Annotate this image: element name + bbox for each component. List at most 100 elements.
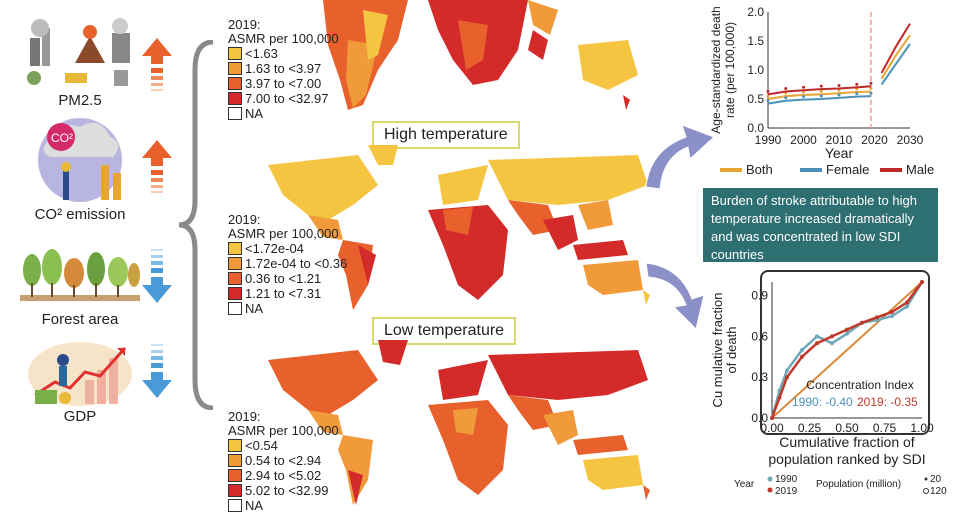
legend-label: NA xyxy=(245,497,264,513)
legend-row: 5.02 to <32.99 xyxy=(228,483,339,498)
x-axis-label: Year xyxy=(825,145,854,161)
y-axis-label: of death xyxy=(724,327,739,374)
legend-label: 3.97 to <7.00 xyxy=(245,75,322,91)
legend-row: <1.72e-04 xyxy=(228,241,347,256)
legend-year-label: Year xyxy=(734,479,755,490)
data-point xyxy=(815,334,819,339)
legend-year: 2019: xyxy=(228,409,261,424)
data-point xyxy=(830,341,834,346)
co2-icon: CO² xyxy=(38,118,122,202)
ci-2019: 2019: -0.35 xyxy=(857,395,918,409)
legend-label: <0.54 xyxy=(245,437,278,453)
data-point xyxy=(815,341,819,346)
legend-label: 2.94 to <5.02 xyxy=(245,467,322,483)
legend-year: 2019: xyxy=(228,212,261,227)
data-point xyxy=(845,331,849,336)
legend-label: <1.63 xyxy=(245,45,278,61)
legend-swatch xyxy=(228,287,242,300)
legend-label: 1.21 to <7.31 xyxy=(245,285,322,301)
concentration-curve-2019 xyxy=(770,281,924,419)
decrease-arrow-icon xyxy=(142,249,172,303)
legend-label: Male xyxy=(906,162,934,177)
data-point xyxy=(830,334,834,339)
x-tick-label: 1.00 xyxy=(910,421,934,435)
legend-label: 7.00 to <32.97 xyxy=(245,90,329,106)
data-point xyxy=(802,95,805,99)
data-point xyxy=(869,91,873,95)
data-point xyxy=(819,94,823,98)
data-point xyxy=(785,375,789,380)
y-tick-label: 1.5 xyxy=(747,34,764,48)
x-tick-label: 2000 xyxy=(790,133,817,147)
data-point xyxy=(845,327,849,332)
concentration-panel xyxy=(760,270,930,435)
legend-row: 7.00 to <32.97 xyxy=(228,91,339,106)
data-point xyxy=(855,82,859,86)
data-point xyxy=(855,92,859,96)
increase-arrow-icon xyxy=(142,38,172,91)
y-tick-label: 1.0 xyxy=(747,63,764,77)
legend-row: 1.21 to <7.31 xyxy=(228,286,347,301)
data-point xyxy=(905,304,909,309)
legend-row: 0.36 to <1.21 xyxy=(228,271,347,286)
forest-icon xyxy=(20,249,140,301)
legend-dot-1990 xyxy=(767,476,773,482)
legend-swatch xyxy=(228,62,242,75)
legend-swatch xyxy=(228,439,242,452)
data-point xyxy=(784,86,788,90)
data-point xyxy=(869,81,873,85)
data-point xyxy=(800,348,804,352)
x-tick-label: 0.75 xyxy=(873,421,897,435)
curved-arrow-icon xyxy=(645,124,715,190)
series-projection-female xyxy=(880,43,911,86)
legend-unit: ASMR per 100,000 xyxy=(228,423,339,438)
y-tick-label: 0.9 xyxy=(751,289,768,303)
concentration-curve-1990 xyxy=(770,281,924,419)
data-point xyxy=(837,93,841,97)
legend-size: 20 xyxy=(930,474,942,485)
world-map-overall xyxy=(323,0,638,110)
legend-label: 0.54 to <2.94 xyxy=(245,452,322,468)
data-point xyxy=(819,84,823,88)
legend-year: 1990 xyxy=(775,474,798,485)
increase-arrow-icon xyxy=(142,140,172,193)
data-point xyxy=(819,89,823,93)
curly-brace xyxy=(178,40,214,410)
legend-swatch xyxy=(228,302,242,315)
pm25-label: PM2.5 xyxy=(58,92,102,109)
legend-overall: 2019: ASMR per 100,000 <1.63 1.63 to <3.… xyxy=(228,18,339,121)
legend-low-temperature: 2019: ASMR per 100,000 <0.54 0.54 to <2.… xyxy=(228,410,339,513)
concentration-title: Concentration Index xyxy=(806,378,913,392)
data-point xyxy=(869,86,873,90)
x-tick-label: 2020 xyxy=(861,133,888,147)
series-line-both xyxy=(767,90,871,100)
ci-1990: 1990: -0.40 xyxy=(792,395,853,409)
x-tick-label: 2010 xyxy=(826,133,853,147)
legend-swatch xyxy=(228,454,242,467)
world-map-high-temperature xyxy=(268,145,650,310)
legend-row: 1.72e-04 to <0.36 xyxy=(228,256,347,271)
summary-box: Burden of stroke attributable to high te… xyxy=(703,188,938,262)
y-tick-label: 0.0 xyxy=(747,121,764,135)
legend-swatch xyxy=(228,107,242,120)
legend-swatch xyxy=(228,499,242,512)
legend-label: 0.36 to <1.21 xyxy=(245,270,322,286)
legend-label: NA xyxy=(245,105,264,121)
data-point xyxy=(890,309,894,314)
x-axis-label: Cumulative fraction of xyxy=(779,434,915,450)
y-axis-label: rate (per 100,000) xyxy=(723,22,737,118)
legend-pop-label: Population (million) xyxy=(816,479,901,490)
legend-row: 1.63 to <3.97 xyxy=(228,61,339,76)
trend-line-chart: 0.0 0.5 1.0 1.5 2.0 1990 2000 2010 2020 2030 Age-s… xyxy=(709,5,934,177)
x-axis-label: population ranked by SDI xyxy=(768,451,925,467)
data-point xyxy=(766,89,770,93)
legend-unit: ASMR per 100,000 xyxy=(228,31,339,46)
legend-label: <1.72e-04 xyxy=(245,240,304,256)
forest-label: Forest area xyxy=(41,311,119,328)
legend-row: NA xyxy=(228,301,347,316)
data-point xyxy=(800,354,804,359)
legend-label: 1.72e-04 to <0.36 xyxy=(245,255,348,271)
x-tick-label: 0.00 xyxy=(760,421,784,435)
series-projection-male xyxy=(880,23,911,74)
legend-swatch xyxy=(228,272,242,285)
